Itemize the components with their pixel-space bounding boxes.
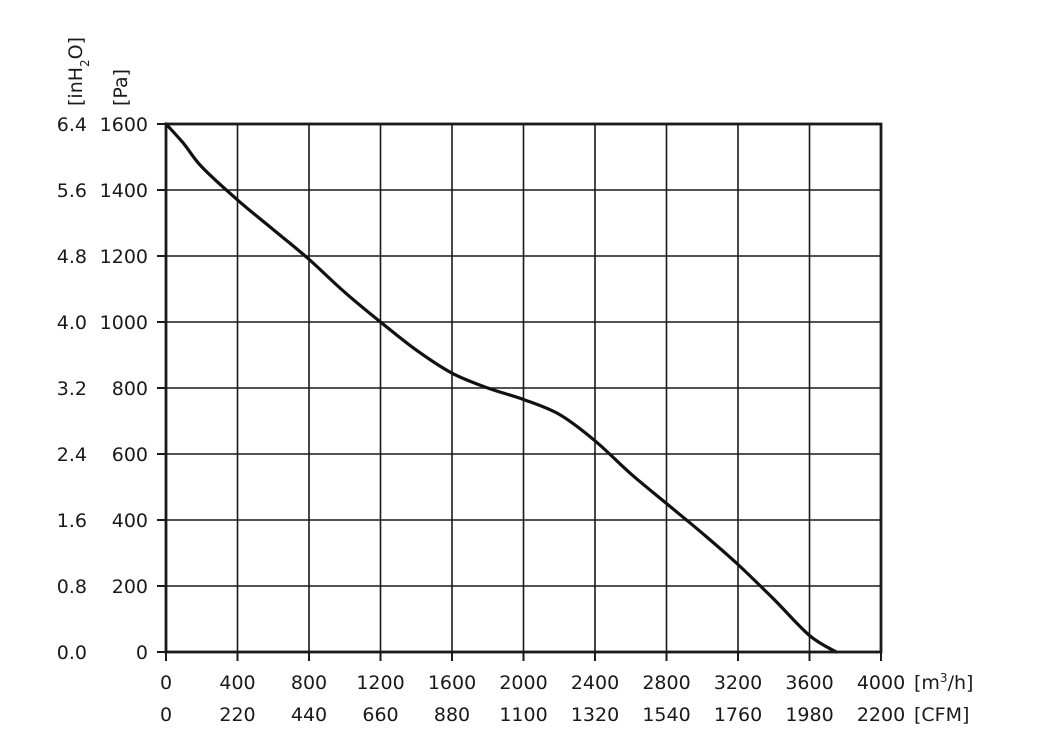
x-tick-label: 1200 bbox=[356, 672, 404, 694]
y2-tick-label: 4.8 bbox=[57, 246, 87, 268]
y-tick-label: 1600 bbox=[100, 114, 148, 136]
x-tick-label: 3200 bbox=[714, 672, 762, 694]
x2-tick-label: 0 bbox=[160, 704, 172, 726]
y-tick-label: 0 bbox=[136, 642, 148, 664]
y-tick-label: 400 bbox=[112, 510, 148, 532]
series-layer bbox=[164, 122, 838, 654]
y2-unit-subscript: 2 bbox=[78, 59, 92, 67]
y-tick-label: 200 bbox=[112, 576, 148, 598]
x2-tick-label: 1980 bbox=[785, 704, 833, 726]
x2-tick-label: 1540 bbox=[642, 704, 690, 726]
x2-tick-label: 440 bbox=[291, 704, 327, 726]
y2-tick-label: 3.2 bbox=[57, 378, 87, 400]
x-tick-label: 2800 bbox=[642, 672, 690, 694]
y2-tick-label: 6.4 bbox=[57, 114, 87, 136]
y2-unit-inh2o-label: [inH2O] bbox=[65, 37, 92, 106]
x-unit-m3h-label: [m3/h] bbox=[914, 671, 973, 694]
y2-tick-label: 4.0 bbox=[57, 312, 87, 334]
x2-tick-label: 660 bbox=[362, 704, 398, 726]
y-tick-label: 1000 bbox=[100, 312, 148, 334]
y-tick-label: 800 bbox=[112, 378, 148, 400]
y-tick-label: 1400 bbox=[100, 180, 148, 202]
y-unit-pa-label: [Pa] bbox=[110, 69, 132, 106]
y2-tick-label: 2.4 bbox=[57, 444, 87, 466]
x-unit-superscript: 3 bbox=[940, 671, 948, 685]
y-tick-label: 1200 bbox=[100, 246, 148, 268]
x2-tick-label: 220 bbox=[219, 704, 255, 726]
x-tick-label: 2000 bbox=[499, 672, 547, 694]
tick-labels: 0040022080044012006601600880200011002400… bbox=[57, 114, 905, 726]
x-tick-label: 800 bbox=[291, 672, 327, 694]
x2-tick-label: 1320 bbox=[571, 704, 619, 726]
x-tick-label: 1600 bbox=[428, 672, 476, 694]
x2-tick-label: 1760 bbox=[714, 704, 762, 726]
x2-unit-cfm-label: [CFM] bbox=[914, 704, 969, 726]
plot-frame bbox=[164, 122, 883, 654]
x-tick-label: 0 bbox=[160, 672, 172, 694]
y2-tick-label: 0.0 bbox=[57, 642, 87, 664]
plot-border bbox=[164, 122, 883, 654]
x-tick-label: 3600 bbox=[785, 672, 833, 694]
y-tick-label: 600 bbox=[112, 444, 148, 466]
pressure-flow-curve bbox=[164, 122, 838, 654]
y2-tick-label: 0.8 bbox=[57, 576, 87, 598]
x-tick-label: 4000 bbox=[857, 672, 905, 694]
x2-tick-label: 1100 bbox=[499, 704, 547, 726]
grid-lines bbox=[157, 123, 882, 661]
x2-tick-label: 2200 bbox=[857, 704, 905, 726]
x-tick-label: 400 bbox=[219, 672, 255, 694]
x-tick-label: 2400 bbox=[571, 672, 619, 694]
y2-tick-label: 1.6 bbox=[57, 510, 87, 532]
x2-tick-label: 880 bbox=[434, 704, 470, 726]
y2-tick-label: 5.6 bbox=[57, 180, 87, 202]
